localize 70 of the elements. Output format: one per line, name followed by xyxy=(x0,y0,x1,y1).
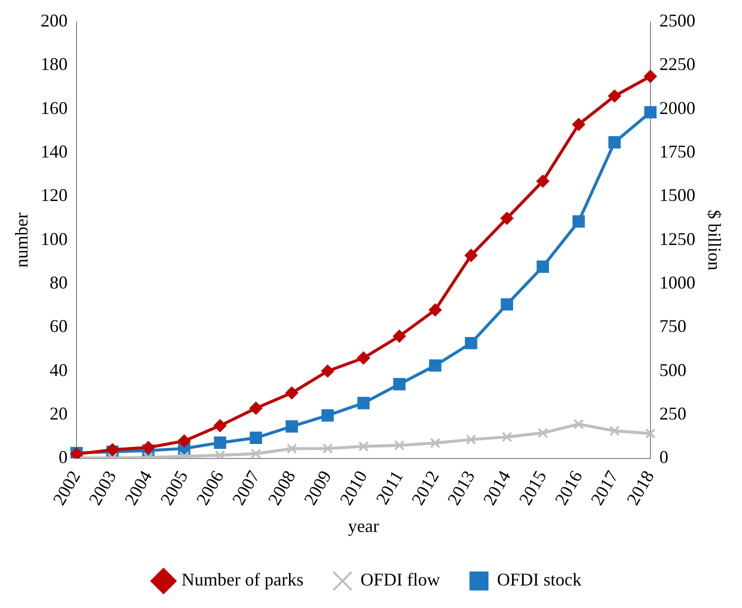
point xyxy=(430,438,440,448)
legend-label: Number of parks xyxy=(182,570,304,590)
point xyxy=(357,396,370,410)
point xyxy=(250,432,262,444)
y2-axis-title: $ billion xyxy=(704,210,724,270)
y-tick-label: 120 xyxy=(40,185,68,206)
point xyxy=(464,248,478,262)
point xyxy=(142,441,155,454)
point xyxy=(573,418,584,430)
y2-tick-label: 1500 xyxy=(659,185,696,206)
y-tick-label: 0 xyxy=(58,447,68,468)
point xyxy=(285,386,298,400)
point xyxy=(106,443,119,456)
point xyxy=(608,90,622,103)
point xyxy=(644,106,657,118)
y2-tick-label: 2000 xyxy=(659,98,696,118)
point xyxy=(321,409,334,422)
y-tick-label: 20 xyxy=(50,403,68,424)
point xyxy=(609,426,620,436)
point xyxy=(286,420,298,433)
point xyxy=(466,434,476,445)
y-tick-label: 40 xyxy=(50,360,68,380)
y2-tick-label: 750 xyxy=(659,316,686,336)
point xyxy=(214,436,226,449)
point xyxy=(500,298,514,311)
y-tick-label: 200 xyxy=(40,10,68,31)
point xyxy=(392,330,406,343)
point xyxy=(178,434,191,448)
point xyxy=(429,359,442,372)
y-tick-label: 140 xyxy=(40,142,68,162)
point xyxy=(286,443,298,454)
point xyxy=(394,440,405,451)
point xyxy=(358,441,369,452)
point xyxy=(322,443,333,454)
y2-tick-label: 1250 xyxy=(659,228,696,249)
y2-tick-label: 1750 xyxy=(659,142,696,162)
point xyxy=(464,337,478,350)
point xyxy=(500,212,514,225)
y-tick-label: 180 xyxy=(40,54,68,74)
y2-tick-label: 1000 xyxy=(659,272,696,293)
point xyxy=(536,174,550,188)
y2-tick-label: 0 xyxy=(659,447,668,468)
y-tick-label: 60 xyxy=(50,316,68,336)
point xyxy=(393,378,406,390)
point xyxy=(249,402,262,415)
point xyxy=(428,303,442,316)
point xyxy=(536,260,549,273)
x-axis-title: year xyxy=(348,516,379,536)
y2-tick-label: 500 xyxy=(659,360,686,380)
y2-tick-label: 2500 xyxy=(659,10,696,31)
point xyxy=(321,364,334,378)
point xyxy=(250,448,262,458)
point xyxy=(357,352,370,364)
y2-tick-label: 2250 xyxy=(659,54,696,74)
point xyxy=(608,136,621,148)
point xyxy=(644,70,657,83)
y-tick-label: 160 xyxy=(40,98,68,118)
y-tick-label: 80 xyxy=(50,272,68,293)
y-axis-title: number xyxy=(12,212,32,268)
point xyxy=(572,118,586,131)
legend-label: OFDI flow xyxy=(360,570,440,590)
point xyxy=(214,450,226,458)
point xyxy=(502,432,512,442)
point xyxy=(538,428,548,438)
y2-tick-label: 250 xyxy=(659,403,686,424)
point xyxy=(572,215,585,228)
legend-label: OFDI stock xyxy=(496,570,582,590)
y-tick-label: 100 xyxy=(40,228,68,249)
point xyxy=(214,419,227,432)
point xyxy=(645,428,656,439)
